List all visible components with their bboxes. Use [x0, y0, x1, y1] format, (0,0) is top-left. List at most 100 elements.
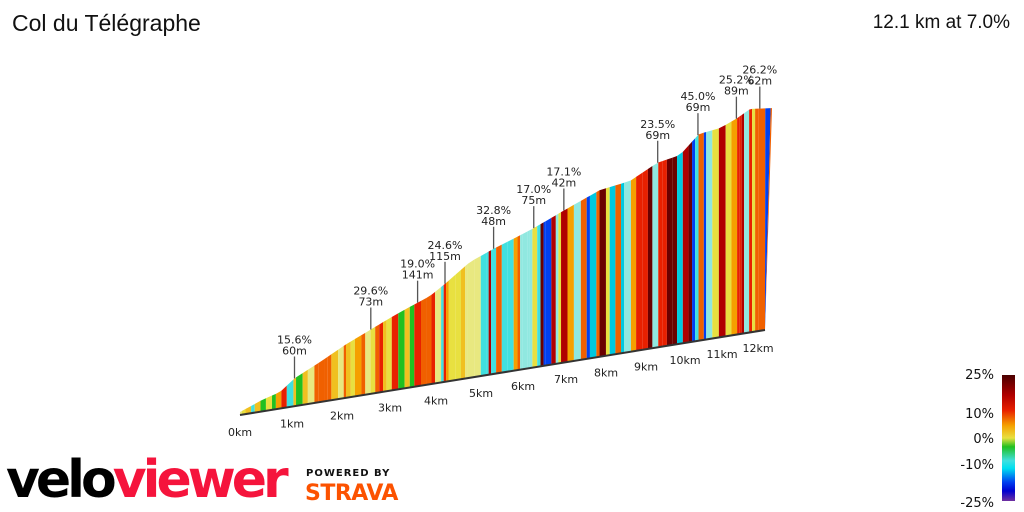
profile-stripe: [426, 294, 432, 385]
profile-stripe: [421, 297, 427, 386]
profile-base-edge: [239, 329, 766, 416]
profile-stripe: [272, 393, 276, 410]
x-tick-label: 1km: [280, 418, 304, 431]
profile-stripe: [350, 339, 355, 398]
profile-stripe: [260, 398, 266, 412]
profile-stripe: [555, 213, 559, 364]
annotation-gradient: 15.6%: [277, 333, 312, 346]
x-tick-label: 5km: [469, 387, 493, 400]
strava-logo[interactable]: STRAVA: [305, 481, 398, 506]
profile-stripe: [765, 108, 772, 331]
profile-stripe: [573, 200, 581, 361]
profile-stripe: [275, 390, 282, 410]
profile-stripe: [251, 403, 255, 414]
profile-stripe: [692, 138, 696, 342]
annotation-gradient: 25.2%: [719, 74, 754, 87]
profile-stripe: [265, 395, 273, 411]
annotation-gradient: 32.8%: [476, 204, 511, 217]
profile-stripe: [391, 313, 399, 391]
profile-stripe: [755, 108, 759, 332]
profile-stripe: [586, 195, 590, 359]
profile-stripe: [658, 161, 663, 348]
profile-stripe: [540, 222, 544, 367]
profile-stripe: [460, 266, 466, 380]
profile-stripe: [527, 230, 530, 369]
profile-stripe: [652, 162, 659, 349]
profile-stripe: [435, 286, 442, 384]
distance-ticks: 0km 1km 2km 3km 4km 5km 6km 7km 8km 9km 10km 11km 12…: [228, 342, 774, 439]
powered-by-label: POWERED BY: [306, 468, 391, 479]
profile-stripe: [383, 319, 387, 392]
profile-stripe: [739, 114, 742, 335]
annotation-gradient: 17.1%: [546, 166, 581, 179]
profile-stripe: [370, 326, 376, 394]
profile-stripe: [254, 400, 261, 413]
annotation-gradient: 17.0%: [516, 183, 551, 196]
profile-stripe: [496, 244, 502, 374]
profile-stripe: [346, 341, 351, 398]
x-tick-label: 10km: [669, 354, 700, 367]
profile-stripe: [513, 236, 518, 371]
x-tick-label: 12km: [742, 342, 773, 355]
profile-stripe: [609, 185, 616, 356]
profile-stripe: [318, 358, 325, 403]
profile-stripe: [517, 235, 521, 371]
profile-stripe: [688, 141, 693, 343]
annotation-gradient: 24.6%: [428, 239, 463, 252]
annotation-length: 48m: [481, 215, 506, 228]
x-tick-label: 6km: [511, 380, 535, 393]
profile-stripe: [662, 159, 667, 347]
veloviewer-logo[interactable]: veloviewer: [6, 450, 289, 510]
profile-stripe: [361, 332, 366, 396]
profile-stripe: [703, 131, 707, 340]
profile-stripe: [409, 304, 415, 388]
profile-stripe: [642, 169, 648, 350]
x-tick-label: 9km: [634, 360, 658, 373]
profile-stripe: [354, 335, 362, 397]
profile-stripe: [765, 108, 771, 330]
x-tick-label: 4km: [424, 394, 448, 407]
profile-stripe: [338, 345, 344, 400]
profile-stripe: [682, 145, 689, 344]
profile-stripe: [741, 113, 745, 334]
profile-stripe: [543, 221, 546, 366]
legend-label-0: 0%: [973, 432, 994, 447]
profile-stripe: [561, 208, 568, 364]
gradient-legend-bar: [1002, 375, 1015, 501]
profile-stripe: [580, 197, 587, 360]
profile-stripe: [443, 282, 447, 383]
legend-label-10: 10%: [965, 407, 994, 422]
profile-stripe: [465, 263, 468, 379]
annotation-length: 89m: [724, 85, 749, 98]
profile-stripe: [314, 363, 319, 403]
profile-stripe: [545, 217, 552, 366]
profile-stripe: [529, 228, 533, 369]
profile-stripe: [749, 108, 753, 333]
profile-stripe: [567, 204, 574, 362]
profile-stripe: [324, 357, 328, 402]
x-tick-label: 11km: [706, 348, 737, 361]
profile-stripe: [293, 377, 297, 407]
profile-stripe: [327, 354, 332, 401]
profile-stripe: [758, 108, 766, 332]
profile-stripe: [615, 183, 622, 355]
annotation-length: 69m: [645, 129, 670, 142]
profile-stripe: [379, 322, 384, 393]
annotation-gradient: 23.5%: [640, 118, 675, 131]
profile-stripe: [718, 124, 726, 338]
profile-stripe: [448, 274, 456, 382]
profile-stripe: [522, 231, 528, 370]
annotation-gradient: 26.2%: [742, 64, 777, 77]
legend-label-minus10: -10%: [960, 458, 994, 473]
profile-stripe: [501, 241, 508, 373]
annotation-length: 75m: [521, 194, 546, 207]
profile-stripe: [752, 108, 756, 333]
profile-stripe: [672, 156, 678, 346]
profile-stripe: [474, 255, 481, 378]
profile-stripe: [375, 324, 380, 394]
profile-stripe: [404, 306, 410, 389]
profile-stripe: [488, 250, 492, 375]
profile-stripe: [744, 109, 750, 334]
gradient-annotations: 15.6%60m29.6%73m19.0%141m24.6%115m32.8%4…: [277, 64, 777, 379]
